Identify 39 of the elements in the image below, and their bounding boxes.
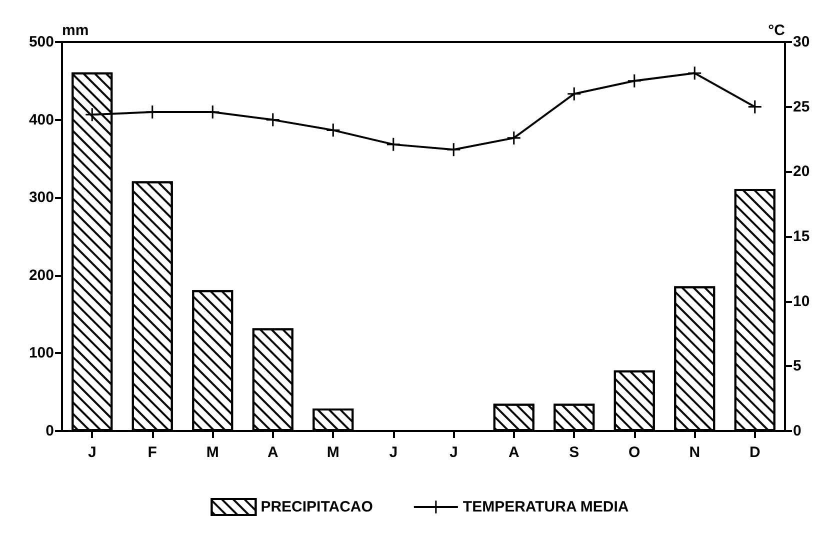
y2-tick-label: 5 [793,358,802,375]
y-tick-label: 400 [28,111,54,128]
point [628,74,641,88]
point [86,108,99,122]
y-tick-label: 200 [28,266,54,284]
point [386,138,400,151]
x-tick-label: S [569,444,580,461]
y-tick-label: 100 [28,344,54,362]
y-tick-label: 0 [46,422,54,440]
x-tick-label: M [326,444,340,461]
x-tick-label: N [689,444,700,461]
y2-tick-label: 30 [793,34,810,50]
y2-tick-label: 15 [793,228,810,245]
x-tick-label: O [628,444,641,461]
x-tick-label: J [389,444,398,461]
x-tick-label: D [749,444,760,461]
y2-tick-label: 10 [793,292,810,310]
x-tick-label: A [267,444,278,461]
point [326,124,340,137]
point [568,87,581,100]
x-tick-label: A [508,444,520,461]
legend-label: PRECIPITACAO [260,498,374,516]
x-tick-label: F [148,444,157,461]
y2-tick-label: 0 [793,422,802,440]
x-tick-label: J [88,444,96,461]
point [266,113,280,126]
y-axis-title: mm [62,22,89,39]
point [447,143,460,156]
y2-tick-label: 20 [793,163,810,180]
y2-tick-label: 25 [793,98,810,116]
point [748,100,762,114]
point [688,66,702,80]
x-tick-label: M [206,444,219,461]
x-tick-label: J [449,444,458,461]
y2-axis-title: °C [768,22,786,39]
legend-label: TEMPERATURA MEDIA [462,498,629,516]
y-tick-label: 500 [28,34,54,50]
point [507,131,520,144]
y-tick-label: 300 [28,189,54,206]
